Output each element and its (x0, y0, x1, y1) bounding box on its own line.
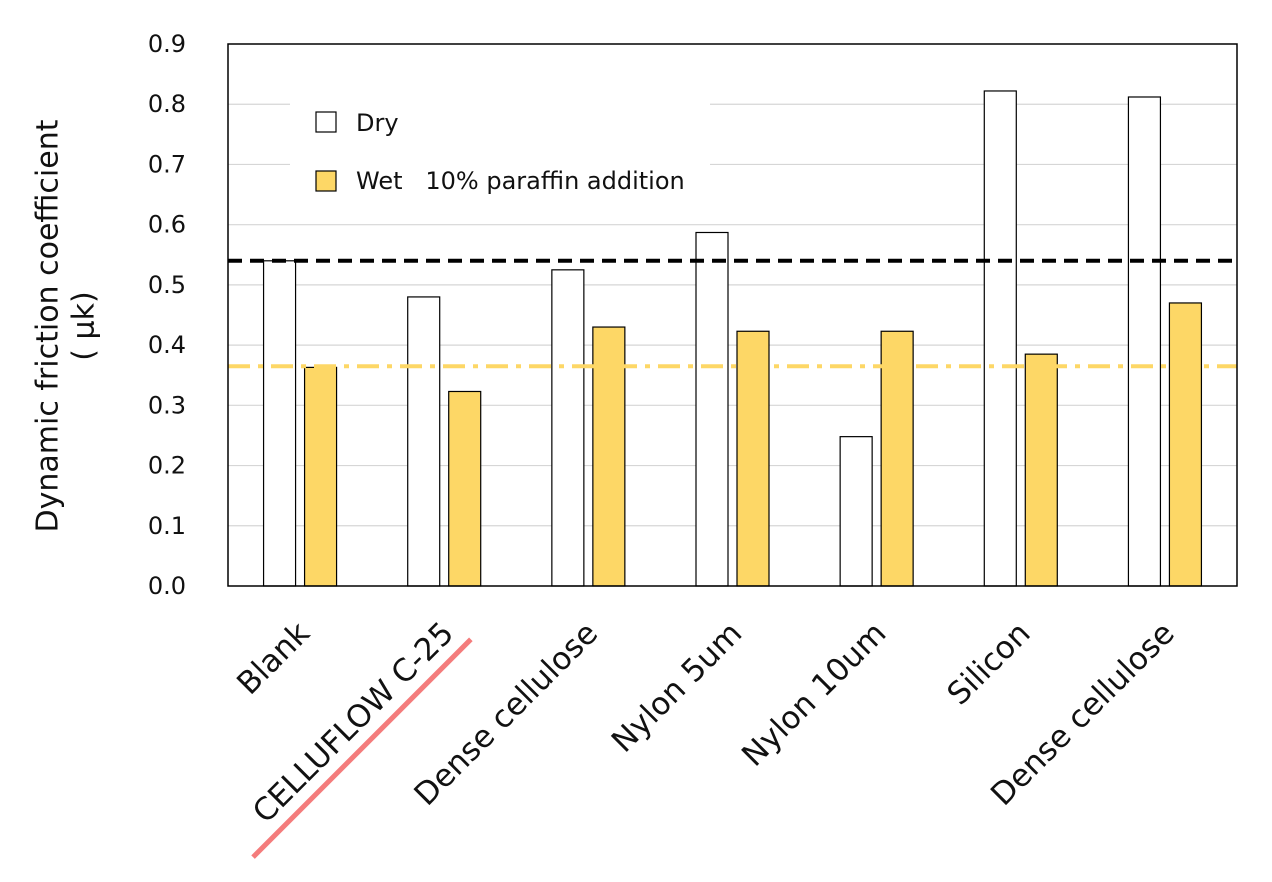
bar-wet-2 (592, 326, 626, 587)
bar-dry-0 (262, 260, 297, 587)
legend-swatch-wet (315, 170, 337, 192)
y-axis-unit-label: ( μk) (67, 291, 102, 360)
bar-dry-1 (407, 296, 441, 587)
legend-background (290, 100, 710, 206)
legend-label-dry: Dry (356, 109, 399, 137)
bar-dry-4 (839, 436, 873, 587)
y-tick-labels: 0.0 0.1 0.2 0.3 0.4 0.5 0.6 0.7 0.8 0.9 (148, 30, 186, 600)
y-axis-label: Dynamic friction coefficient (31, 119, 66, 532)
bar-dry-3 (695, 231, 729, 587)
y-tick-label: 0.2 (148, 452, 186, 480)
x-tick-label: Nylon 5um (605, 615, 749, 759)
y-tick-label: 0.7 (148, 150, 186, 178)
bar-wet-4 (880, 330, 914, 587)
x-tick-label: Blank (230, 615, 317, 702)
bar-dry-2 (551, 269, 585, 587)
legend-label-wet: Wet 10% paraffin addition (356, 167, 685, 195)
bar-wet-5 (1024, 353, 1058, 587)
bar-dry-5 (983, 90, 1017, 587)
y-tick-label: 0.9 (148, 30, 186, 58)
y-tick-label: 0.8 (148, 90, 186, 118)
bar-wet-0 (303, 366, 338, 587)
bar-wet-6 (1168, 302, 1203, 587)
y-tick-label: 0.6 (148, 211, 186, 239)
reference-lines (228, 258, 1237, 369)
bar-wet-3 (736, 330, 770, 587)
x-tick-label: Silicon (941, 615, 1038, 712)
y-tick-label: 0.0 (148, 572, 186, 600)
plot-area-frame (227, 43, 1238, 587)
y-tick-label: 0.1 (148, 512, 186, 540)
legend-swatch-dry (315, 111, 337, 133)
legend: Dry Wet 10% paraffin addition (290, 100, 710, 206)
y-tick-label: 0.3 (148, 391, 186, 419)
x-tick-label: Nylon 10um (735, 615, 893, 773)
bar-dry-6 (1127, 96, 1162, 587)
y-tick-label: 0.5 (148, 271, 186, 299)
bars (262, 90, 1203, 587)
bar-wet-1 (448, 390, 482, 587)
highlight-underline (251, 637, 473, 859)
y-tick-label: 0.4 (148, 331, 186, 359)
